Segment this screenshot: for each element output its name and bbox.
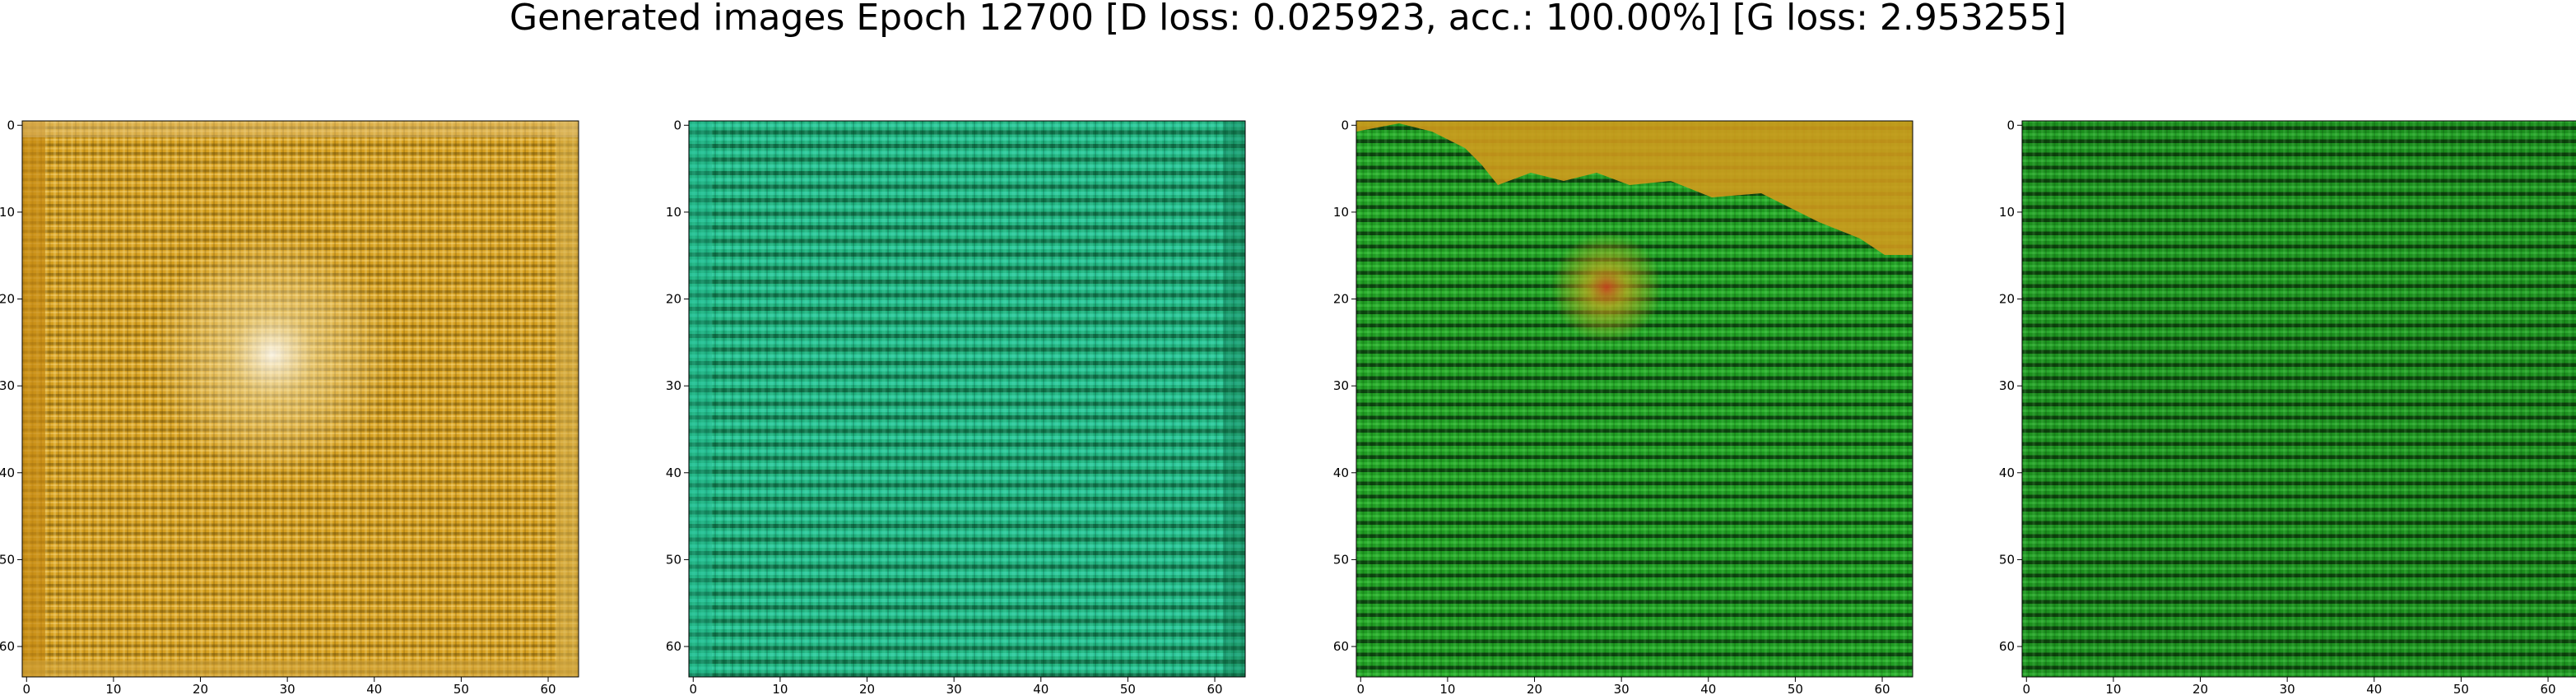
panel-3-ytick-label: 10 — [1333, 205, 1349, 220]
panel-3-frame — [1355, 120, 1913, 678]
panel-3-axes: 0 10 20 30 40 50 60 0 10 20 30 40 50 60 — [1333, 118, 1890, 695]
panel-1-xtick-label: 60 — [540, 682, 556, 695]
figure-suptitle: Generated images Epoch 12700 [D loss: 0.… — [509, 0, 2067, 39]
panel-1-frame — [21, 120, 579, 678]
panel-3-xtick-label: 10 — [1439, 682, 1455, 695]
panel-1-highlight — [22, 121, 579, 677]
panel-1-xtick-label: 0 — [23, 682, 31, 695]
panel-1-xtick-label: 20 — [193, 682, 208, 695]
panel-1-border-top — [22, 121, 579, 137]
panel-1-xtick-label: 10 — [105, 682, 121, 695]
panel-2: 0 10 20 30 40 50 60 0 10 20 30 40 50 60 — [666, 118, 1246, 695]
panel-3-xtick-label: 30 — [1614, 682, 1630, 695]
panel-3-ytick-label: 30 — [1333, 378, 1349, 393]
panel-4-xtick-label: 50 — [2453, 682, 2469, 695]
panel-1: 0 10 20 30 40 50 60 0 10 20 30 40 50 60 — [0, 118, 579, 695]
panel-3: 0 10 20 30 40 50 60 0 10 20 30 40 50 60 — [1333, 118, 1913, 695]
panel-1-ytick-label: 60 — [0, 639, 15, 654]
panel-2-ytick-label: 20 — [666, 292, 681, 307]
panel-3-xtick-label: 50 — [1788, 682, 1803, 695]
panel-1-border-right — [556, 121, 579, 677]
panel-2-ytick-label: 40 — [666, 466, 681, 480]
panel-4-axes: 0 10 20 30 40 50 60 0 10 20 30 40 50 60 — [1999, 118, 2556, 695]
panel-3-spot — [1356, 121, 1913, 677]
panel-3-xtick-label: 40 — [1700, 682, 1716, 695]
panel-1-xtick-label: 30 — [280, 682, 295, 695]
panel-4-ytick-label: 50 — [1999, 552, 2015, 567]
panel-2-xtick-label: 20 — [859, 682, 875, 695]
panel-3-ytick-label: 20 — [1333, 292, 1349, 307]
panel-4-xtick-label: 10 — [2105, 682, 2121, 695]
panel-1-axes: 0 10 20 30 40 50 60 0 10 20 30 40 50 60 — [0, 118, 556, 695]
panel-4-texture — [2022, 121, 2576, 677]
panel-4-frame — [2021, 120, 2576, 678]
panel-2-frame — [688, 120, 1246, 678]
panel-2-ytick-label: 50 — [666, 552, 681, 567]
panel-4-xtick-label: 20 — [2192, 682, 2208, 695]
panel-4-ytick-label: 30 — [1999, 378, 2015, 393]
panel-3-xtick-label: 60 — [1874, 682, 1890, 695]
panel-4-ytick-label: 10 — [1999, 205, 2015, 220]
panel-2-xtick-label: 40 — [1033, 682, 1049, 695]
panel-2-xtick-label: 30 — [946, 682, 962, 695]
panel-4-ytick-label: 60 — [1999, 639, 2015, 654]
panel-1-border-bottom — [22, 660, 579, 677]
panel-2-xtick-label: 50 — [1120, 682, 1136, 695]
panel-1-ytick-label: 10 — [0, 205, 15, 220]
panel-2-ytick-label: 0 — [673, 118, 681, 132]
panel-4-xtick-label: 0 — [2023, 682, 2031, 695]
panel-1-ytick-label: 30 — [0, 378, 15, 393]
panel-2-border-right — [1223, 121, 1245, 677]
panel-2-border-left — [689, 121, 712, 677]
panel-3-ytick-label: 60 — [1333, 639, 1349, 654]
panel-1-ytick-label: 0 — [7, 118, 15, 132]
panel-3-xtick-label: 20 — [1527, 682, 1542, 695]
panel-3-ytick-label: 50 — [1333, 552, 1349, 567]
panel-2-ytick-label: 10 — [666, 205, 681, 220]
panel-4-xtick-label: 40 — [2366, 682, 2382, 695]
panel-4-xtick-label: 60 — [2540, 682, 2555, 695]
panel-3-ytick-label: 0 — [1341, 118, 1349, 132]
panel-2-ytick-label: 60 — [666, 639, 681, 654]
panel-3-xtick-label: 0 — [1357, 682, 1365, 695]
panel-4-xtick-label: 30 — [2280, 682, 2295, 695]
panel-2-texture — [689, 121, 1245, 677]
panel-4-ytick-label: 20 — [1999, 292, 2015, 307]
panel-2-axes: 0 10 20 30 40 50 60 0 10 20 30 40 50 60 — [666, 118, 1223, 695]
panel-3-ytick-label: 40 — [1333, 466, 1349, 480]
panel-1-ytick-label: 40 — [0, 466, 15, 480]
panel-2-xtick-label: 10 — [772, 682, 788, 695]
panel-1-border-left — [22, 121, 45, 677]
panel-2-xtick-label: 60 — [1207, 682, 1222, 695]
panel-2-ytick-label: 30 — [666, 378, 681, 393]
panel-1-ytick-label: 50 — [0, 552, 15, 567]
panel-4-ytick-label: 40 — [1999, 466, 2015, 480]
panel-1-xtick-label: 40 — [366, 682, 382, 695]
panel-1-xtick-label: 50 — [453, 682, 469, 695]
panel-4-ytick-label: 0 — [2006, 118, 2015, 132]
panel-2-xtick-label: 0 — [690, 682, 698, 695]
panel-4: 0 10 20 30 40 50 60 0 10 20 30 40 50 60 — [1999, 118, 2576, 695]
panel-1-ytick-label: 20 — [0, 292, 15, 307]
